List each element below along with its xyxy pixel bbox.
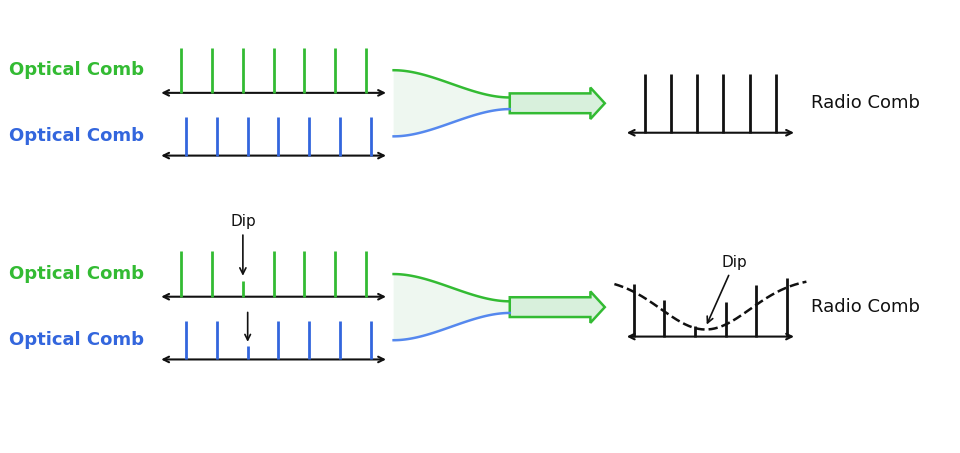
Polygon shape — [394, 274, 510, 340]
Text: Radio Comb: Radio Comb — [811, 298, 921, 316]
Text: Optical Comb: Optical Comb — [9, 61, 144, 79]
Text: Radio Comb: Radio Comb — [811, 94, 921, 112]
Text: Optical Comb: Optical Comb — [9, 331, 144, 349]
Text: Optical Comb: Optical Comb — [9, 265, 144, 283]
Text: Dip: Dip — [708, 255, 747, 323]
Text: Dip: Dip — [230, 215, 255, 274]
Polygon shape — [394, 70, 510, 136]
Polygon shape — [510, 87, 605, 119]
Polygon shape — [510, 291, 605, 323]
Text: Optical Comb: Optical Comb — [9, 127, 144, 145]
